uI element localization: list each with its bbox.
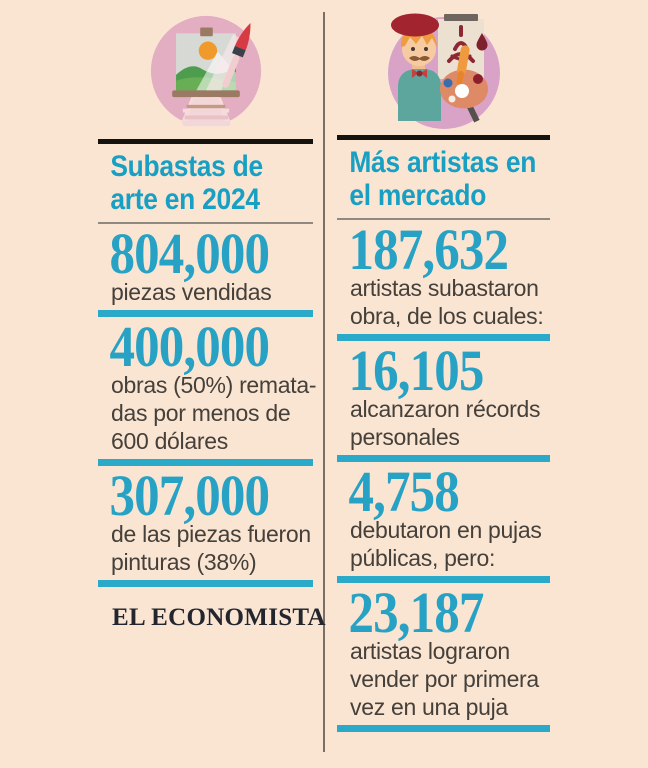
title-line: el mercado xyxy=(349,179,487,212)
header-underline xyxy=(98,222,313,224)
more-artists-panel: Más artistas en el mercado 187,632 artis… xyxy=(337,0,550,732)
stat-debut-bidders: 4,758 debutaron en pujas públicas, pero: xyxy=(337,459,550,583)
caption-line: obra, de los cuales: xyxy=(350,303,544,329)
caption-line: 600 dólares xyxy=(111,428,228,454)
logo-text: EL ECONOMISTA xyxy=(112,604,326,631)
right-panel-title: Más artistas en el mercado xyxy=(337,146,537,212)
stat-works-under-600: 400,000 obras (50%) remata- das por meno… xyxy=(98,314,317,466)
stat-personal-records: 16,105 alcanzaron récords personales xyxy=(337,338,550,462)
el-economista-logo: EL ECONOMISTA xyxy=(98,604,326,632)
stat-value: 23,187 xyxy=(348,580,484,645)
stat-pieces-sold: 804,000 piezas vendidas xyxy=(98,221,313,317)
column-divider-line xyxy=(323,12,325,752)
left-panel-title: Subastas de arte en 2024 xyxy=(98,150,287,216)
stat-paintings-share: 307,000 de las piezas fueron pinturas (3… xyxy=(98,463,313,587)
header-underline xyxy=(337,218,550,220)
caption-line: obras (50%) remata- xyxy=(111,372,317,398)
stat-value: 400,000 xyxy=(109,314,270,379)
art-auctions-panel: Subastas de arte en 2024 804,000 piezas … xyxy=(98,0,326,632)
easel-painting-icon xyxy=(150,15,261,127)
panel-top-rule xyxy=(337,135,550,140)
caption-line: debutaron en pujas xyxy=(350,517,542,543)
title-line: Más artistas en xyxy=(349,146,537,179)
stat-caption: artistas subastaron obra, de los cuales: xyxy=(337,274,550,330)
title-line: arte en 2024 xyxy=(110,183,260,216)
stat-value: 4,758 xyxy=(348,459,459,524)
accent-bar xyxy=(337,576,550,583)
caption-line: das por menos de xyxy=(111,400,291,426)
caption-line: artistas lograron xyxy=(350,638,510,664)
stat-value: 16,105 xyxy=(348,338,484,403)
caption-line: piezas vendidas xyxy=(111,279,272,305)
accent-bar xyxy=(98,310,313,317)
accent-bar xyxy=(98,459,313,466)
stat-caption: obras (50%) remata- das por menos de 600… xyxy=(98,371,317,455)
left-panel-icon-row xyxy=(98,0,313,129)
title-line: Subastas de xyxy=(110,150,263,183)
stat-artists-auctioned: 187,632 artistas subastaron obra, de los… xyxy=(337,217,550,341)
stat-value: 307,000 xyxy=(109,463,270,528)
caption-line: vez en una puja xyxy=(350,694,508,720)
stat-caption: alcanzaron récords personales xyxy=(337,395,550,451)
caption-line: públicas, pero: xyxy=(350,545,496,571)
accent-bar xyxy=(337,455,550,462)
caption-line: vender por primera xyxy=(350,666,539,692)
artist-painter-icon xyxy=(387,13,500,129)
caption-line: de las piezas fueron xyxy=(111,521,311,547)
caption-line: artistas subastaron xyxy=(350,275,539,301)
stat-first-time-sellers: 23,187 artistas lograron vender por prim… xyxy=(337,580,550,732)
stat-value: 804,000 xyxy=(109,221,270,286)
stat-value: 187,632 xyxy=(348,217,509,282)
caption-line: pinturas (38%) xyxy=(111,549,257,575)
stat-caption: piezas vendidas xyxy=(98,278,313,306)
stat-caption: artistas lograron vender por primera vez… xyxy=(337,637,550,721)
stat-caption: de las piezas fueron pinturas (38%) xyxy=(98,520,313,576)
right-panel-icon-row xyxy=(337,0,550,131)
accent-bar xyxy=(337,725,550,732)
panel-top-rule xyxy=(98,139,313,144)
caption-line: personales xyxy=(350,424,460,450)
accent-bar xyxy=(98,580,313,587)
caption-line: alcanzaron récords xyxy=(350,396,541,422)
stat-caption: debutaron en pujas públicas, pero: xyxy=(337,516,550,572)
accent-bar xyxy=(337,334,550,341)
